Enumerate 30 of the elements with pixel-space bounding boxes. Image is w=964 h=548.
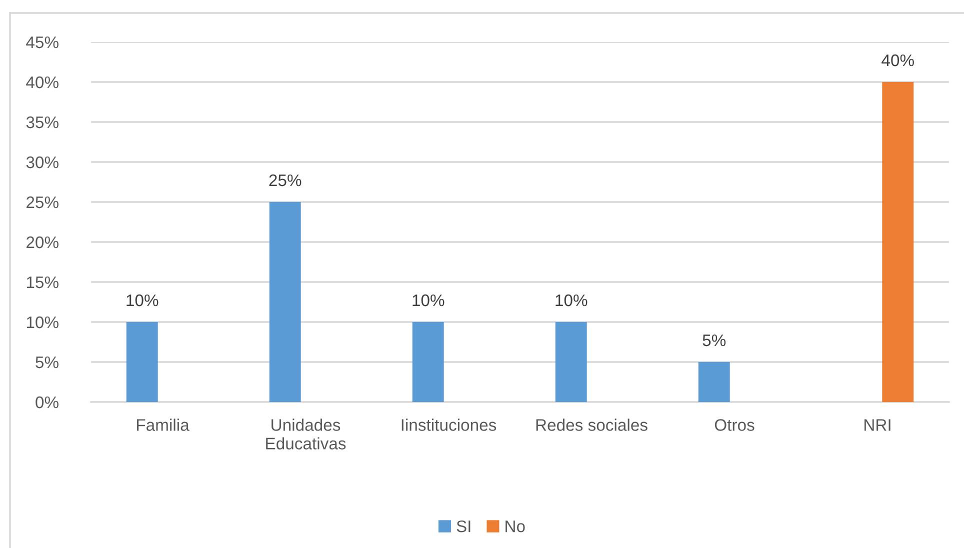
data-label: 10% (412, 294, 444, 306)
y-tick-label: 20% (26, 236, 58, 248)
x-tick-label: Unidades Educativas (266, 418, 346, 450)
x-tick-label: Otros (714, 419, 754, 431)
legend-label: SI (456, 520, 470, 532)
bar (412, 322, 444, 402)
x-tick-label: Redes sociales (536, 418, 648, 431)
data-label: 10% (126, 294, 158, 306)
x-tick-label: Familia (137, 418, 190, 431)
bar (269, 202, 301, 402)
data-label: 5% (702, 334, 726, 346)
y-tick-label: 0% (36, 396, 58, 408)
data-label: 40% (882, 54, 914, 66)
y-tick-label: 40% (26, 76, 58, 88)
y-tick-label: 15% (26, 276, 58, 288)
y-tick-label: 25% (26, 196, 58, 208)
y-tick-label: 30% (26, 156, 58, 168)
x-tick-label: NRI (864, 419, 890, 431)
bar (698, 362, 730, 402)
x-tick-label: Iinstituciones (402, 418, 496, 431)
bar (126, 322, 158, 402)
y-tick-label: 45% (26, 36, 58, 48)
y-tick-label: 10% (26, 316, 58, 328)
bar (882, 82, 914, 402)
data-label: 10% (556, 294, 588, 306)
y-tick-label: 35% (26, 116, 58, 128)
legend-label: No (506, 520, 525, 532)
bar (555, 322, 587, 402)
y-tick-label: 5% (36, 356, 58, 368)
data-label: 25% (269, 174, 302, 186)
